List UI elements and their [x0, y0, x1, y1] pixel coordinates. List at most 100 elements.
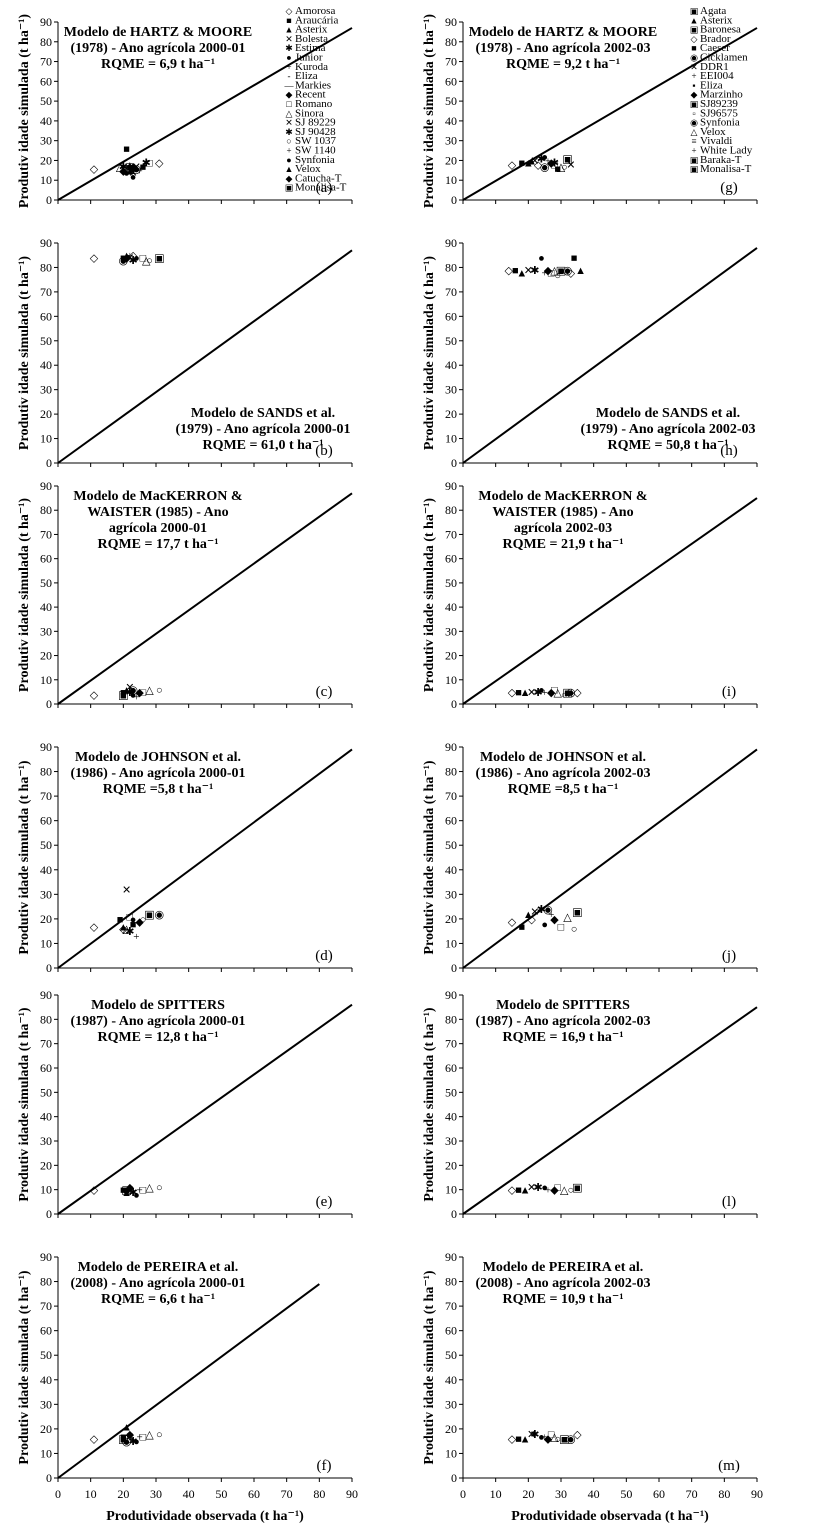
legend-entry: DDR1 — [700, 61, 729, 73]
model-annotation: Modelo de JOHNSON et al. — [75, 750, 241, 765]
y-axis-label: Produtiv idade simulada (t ha⁻¹) — [17, 760, 32, 954]
data-point: ✕ — [527, 1182, 536, 1194]
model-annotation: (2008) - Ano agrícola 2000-01 — [71, 1276, 246, 1291]
model-annotation: RQME =5,8 t ha⁻¹ — [103, 782, 214, 797]
data-point: △ — [145, 1182, 154, 1194]
data-point: ◇ — [90, 1185, 99, 1197]
data-point: ◇ — [90, 689, 99, 701]
legend-entry: Marzinho — [700, 89, 743, 101]
y-tick-label: 0 — [46, 456, 52, 470]
legend-entry: SJ 90428 — [295, 126, 336, 138]
data-point: ▣ — [559, 1434, 569, 1446]
y-tick-label: 50 — [40, 1348, 52, 1362]
reference-line — [57, 492, 353, 705]
panel-l: 0 10 20 30 40 50 60 70 80 90 Produtiv idade simula… — [422, 988, 758, 1221]
panel-letter: (b) — [315, 443, 333, 459]
legend-symbol: ◆ — [286, 173, 293, 183]
data-point: ✱ — [537, 153, 546, 165]
y-tick-label: 20 — [40, 1422, 52, 1436]
y-tick-label: 30 — [40, 887, 52, 901]
y-tick-label: 90 — [40, 988, 52, 1002]
data-point: △ — [126, 163, 135, 175]
data-point: ▲ — [121, 250, 132, 262]
model-annotation: RQME = 16,9 t ha⁻¹ — [502, 1030, 623, 1045]
data-point: □ — [127, 911, 134, 923]
data-point: ○ — [554, 270, 561, 282]
panel-f: 0 10 20 30 40 50 60 70 80 90 0 10 20 30 40 50 60 70 80 90 Pr… — [17, 1250, 358, 1524]
data-point: ● — [123, 167, 130, 179]
panel-b: 0 10 20 30 40 50 60 70 80 90 Produtiv idade simula… — [17, 236, 353, 470]
data-point: ■ — [117, 914, 124, 926]
data-point: ▲ — [523, 157, 534, 169]
y-tick-label: 0 — [451, 456, 457, 470]
model-annotation: (1986) - Ano agrícola 2002-03 — [476, 766, 651, 781]
data-point: ○ — [156, 1429, 163, 1441]
y-tick-label: 10 — [40, 432, 52, 446]
y-tick-label: 30 — [40, 1397, 52, 1411]
y-tick-label: 10 — [445, 1183, 457, 1197]
legend-entry: Caeser — [700, 42, 730, 54]
y-tick-label: 50 — [445, 1348, 457, 1362]
panel-h: 0 10 20 30 40 50 60 70 80 90 Produtiv idade simula… — [422, 236, 758, 470]
model-annotation: RQME = 12,8 t ha⁻¹ — [97, 1030, 218, 1045]
data-point: ✕ — [530, 907, 539, 919]
data-point: ▣ — [572, 1182, 582, 1194]
y-tick-label: 50 — [445, 838, 457, 852]
data-point: ■ — [571, 253, 578, 265]
data-point: ◆ — [126, 1429, 135, 1441]
data-point: □ — [551, 159, 558, 171]
y-tick-label: 50 — [40, 838, 52, 852]
y-tick-label: 90 — [40, 740, 52, 754]
y-tick-label: 30 — [445, 383, 457, 397]
data-point: ▣ — [121, 1185, 131, 1197]
legend-entry: Velox — [700, 126, 726, 138]
legend-symbol: ◇ — [286, 6, 293, 16]
model-annotation: Modelo de SPITTERS — [496, 998, 630, 1013]
model-annotation: RQME = 21,9 t ha⁻¹ — [502, 537, 623, 552]
y-tick-label: 50 — [445, 94, 457, 108]
y-tick-label: 30 — [445, 1134, 457, 1148]
y-tick-label: 80 — [445, 503, 457, 517]
data-point: ◉ — [119, 255, 129, 267]
y-tick-label: 80 — [40, 503, 52, 517]
data-point: ● — [133, 253, 140, 265]
y-axis-label: Produtiv idade simulada (t ha⁻¹) — [422, 1007, 437, 1201]
data-point: ◇ — [567, 267, 576, 279]
x-tick-label: 40 — [183, 1487, 195, 1501]
y-tick-label: 20 — [445, 153, 457, 167]
model-annotation: Modelo de PEREIRA et al. — [78, 1260, 239, 1275]
data-point: ▲ — [520, 687, 531, 699]
y-tick-label: 10 — [445, 1446, 457, 1460]
y-tick-label: 0 — [451, 697, 457, 711]
legend-symbol: ◇ — [691, 34, 698, 44]
data-point: + — [137, 1185, 143, 1197]
x-tick-label: 20 — [522, 1487, 534, 1501]
data-point: ◇ — [155, 157, 164, 169]
legend-entry: Eliza — [700, 79, 723, 91]
data-point: □ — [548, 1429, 555, 1441]
panel-letter: (c) — [316, 684, 333, 700]
data-point: ✱ — [125, 926, 134, 938]
legend-entry: Vivaldi — [700, 135, 732, 147]
data-point: □ — [554, 1182, 561, 1194]
y-tick-label: 90 — [40, 1250, 52, 1264]
legend-symbol: ▲ — [285, 164, 294, 174]
data-point: ■ — [140, 161, 147, 173]
legend-symbol: ○ — [286, 136, 291, 146]
data-point: ▣ — [118, 1434, 128, 1446]
x-tick-label: 60 — [248, 1487, 260, 1501]
panel-j: 0 10 20 30 40 50 60 70 80 90 Produtiv idade simula… — [422, 740, 758, 975]
y-tick-label: 70 — [40, 285, 52, 299]
model-annotation: RQME =8,5 t ha⁻¹ — [508, 782, 619, 797]
y-tick-label: 50 — [40, 1085, 52, 1099]
panel-letter: (j) — [722, 948, 736, 964]
model-annotation: agrícola 2000-01 — [109, 521, 207, 536]
data-point: ✕ — [125, 1185, 134, 1197]
legend-entry: Synfonia — [700, 117, 740, 129]
y-tick-label: 70 — [445, 55, 457, 69]
panel-a: 0 10 20 30 40 50 60 70 80 90 Produtiv idade simula… — [17, 14, 353, 208]
legend-entry: SW 1140 — [295, 145, 336, 157]
panel-i: 0 10 20 30 40 50 60 70 80 90 Produtiv idade simula… — [422, 479, 758, 711]
y-tick-label: 30 — [40, 1134, 52, 1148]
data-point: ◇ — [90, 253, 99, 265]
